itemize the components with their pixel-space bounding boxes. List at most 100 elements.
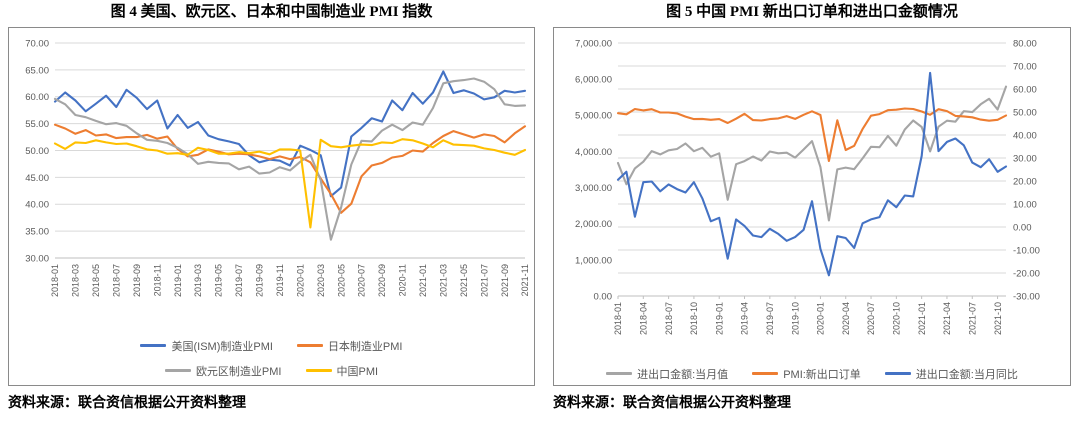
legend-line-swatch: [884, 372, 911, 375]
svg-text:2,000.00: 2,000.00: [575, 219, 612, 230]
svg-text:35.00: 35.00: [25, 227, 49, 238]
svg-text:60.00: 60.00: [25, 92, 49, 103]
legend-label: 美国(ISM)制造业PMI: [171, 340, 273, 353]
svg-text:2019-07: 2019-07: [234, 264, 244, 297]
svg-text:2021-04: 2021-04: [942, 302, 952, 335]
svg-text:-20.00: -20.00: [1013, 268, 1040, 279]
svg-text:20.00: 20.00: [1013, 176, 1037, 187]
svg-text:2020-11: 2020-11: [398, 264, 408, 296]
legend-item: 欧元区制造业PMI: [164, 363, 282, 379]
svg-text:2018-01: 2018-01: [50, 264, 60, 297]
manufacturing-pmi-line-chart: 30.00 35.00 40.00 45.00 50.00 55.00 60.00 65.00…: [25, 38, 530, 297]
legend-line-swatch: [752, 372, 779, 375]
svg-text:2021-11: 2021-11: [520, 264, 530, 296]
svg-text:50.00: 50.00: [25, 146, 49, 157]
svg-text:40.00: 40.00: [1013, 130, 1037, 141]
svg-text:2021-03: 2021-03: [438, 264, 448, 297]
svg-text:2018-07: 2018-07: [664, 302, 674, 335]
svg-text:55.00: 55.00: [25, 119, 49, 130]
legend-item: PMI:新出口订单: [752, 366, 861, 382]
svg-text:10.00: 10.00: [1013, 199, 1037, 210]
figure-4-title: 图 4 美国、欧元区、日本和中国制造业 PMI 指数: [110, 4, 433, 20]
svg-text:2018-03: 2018-03: [71, 264, 81, 297]
legend-line-swatch: [305, 369, 332, 372]
legend-label: 中国PMI: [336, 365, 379, 378]
svg-text:7,000.00: 7,000.00: [575, 38, 612, 49]
figure-4: 图 4 美国、欧元区、日本和中国制造业 PMI 指数 30.00 35.00 40.…: [8, 0, 535, 412]
svg-text:70.00: 70.00: [1013, 61, 1037, 72]
svg-text:-10.00: -10.00: [1013, 245, 1040, 256]
svg-text:2019-07: 2019-07: [765, 302, 775, 335]
legend-label: 日本制造业PMI: [327, 340, 403, 353]
legend-line-swatch: [140, 344, 167, 347]
svg-text:2018-04: 2018-04: [639, 302, 649, 335]
figure-5: 图 5 中国 PMI 新出口订单和进出口金额情况 0.00 1,000.00 2,0…: [553, 0, 1071, 412]
svg-text:5,000.00: 5,000.00: [575, 111, 612, 122]
svg-text:2020-09: 2020-09: [377, 264, 387, 297]
svg-text:80.00: 80.00: [1013, 38, 1037, 49]
svg-text:2021-09: 2021-09: [500, 264, 510, 297]
svg-text:2020-04: 2020-04: [841, 302, 851, 335]
svg-text:2020-07: 2020-07: [357, 264, 367, 297]
svg-text:2019-10: 2019-10: [790, 302, 800, 335]
svg-text:60.00: 60.00: [1013, 84, 1037, 95]
svg-text:4,000.00: 4,000.00: [575, 147, 612, 158]
svg-text:30.00: 30.00: [25, 253, 49, 264]
svg-text:3,000.00: 3,000.00: [575, 183, 612, 194]
svg-text:2018-07: 2018-07: [112, 264, 122, 297]
svg-text:2018-09: 2018-09: [132, 264, 142, 297]
svg-text:50.00: 50.00: [1013, 107, 1037, 118]
svg-text:45.00: 45.00: [25, 173, 49, 184]
svg-text:2019-03: 2019-03: [193, 264, 203, 297]
svg-text:2019-04: 2019-04: [740, 302, 750, 335]
svg-text:2018-10: 2018-10: [689, 302, 699, 335]
svg-text:2018-01: 2018-01: [613, 302, 623, 335]
svg-text:65.00: 65.00: [25, 65, 49, 76]
svg-text:2019-01: 2019-01: [173, 264, 183, 297]
figure-4-chart-box: 30.00 35.00 40.00 45.00 50.00 55.00 60.00 65.00…: [8, 27, 535, 386]
svg-text:70.00: 70.00: [25, 38, 49, 49]
svg-text:0.00: 0.00: [594, 291, 613, 302]
svg-text:2021-10: 2021-10: [993, 302, 1003, 335]
svg-text:2019-01: 2019-01: [714, 302, 724, 335]
svg-text:2019-05: 2019-05: [214, 264, 224, 297]
svg-text:40.00: 40.00: [25, 200, 49, 211]
legend-label: 欧元区制造业PMI: [195, 365, 282, 378]
figure-5-chart-box: 0.00 1,000.00 2,000.00 3,000.00 4,000.00 5,00…: [553, 27, 1071, 386]
svg-text:2020-05: 2020-05: [336, 264, 346, 297]
svg-text:2021-07: 2021-07: [479, 264, 489, 297]
legend-item: 日本制造业PMI: [296, 338, 403, 354]
svg-text:6,000.00: 6,000.00: [575, 75, 612, 86]
legend-line-swatch: [164, 369, 191, 372]
svg-text:2019-11: 2019-11: [275, 264, 285, 296]
svg-text:30.00: 30.00: [1013, 153, 1037, 164]
svg-text:2021-01: 2021-01: [917, 302, 927, 335]
legend-line-swatch: [606, 372, 633, 375]
svg-text:2019-09: 2019-09: [255, 264, 265, 297]
figure-5-title: 图 5 中国 PMI 新出口订单和进出口金额情况: [666, 4, 958, 20]
legend-label: 进出口金额:当月值: [637, 368, 729, 381]
svg-text:2020-01: 2020-01: [295, 264, 305, 297]
legend-line-swatch: [296, 344, 323, 347]
svg-text:-30.00: -30.00: [1013, 291, 1040, 302]
svg-text:2020-01: 2020-01: [816, 302, 826, 335]
legend-label: PMI:新出口订单: [783, 368, 861, 381]
figure-5-legend: 进出口金额:当月值 PMI:新出口订单 进出口金额:当月同比: [554, 361, 1070, 385]
svg-text:2018-11: 2018-11: [152, 264, 162, 296]
svg-text:2021-01: 2021-01: [418, 264, 428, 297]
svg-text:1,000.00: 1,000.00: [575, 255, 612, 266]
svg-text:2021-05: 2021-05: [459, 264, 469, 297]
figure-5-source: 资料来源：联合资信根据公开资料整理: [553, 396, 791, 411]
svg-text:2021-07: 2021-07: [967, 302, 977, 335]
svg-text:2018-05: 2018-05: [91, 264, 101, 297]
figure-4-source: 资料来源：联合资信根据公开资料整理: [8, 396, 246, 411]
china-trade-line-chart: 0.00 1,000.00 2,000.00 3,000.00 4,000.00 5,00…: [575, 38, 1040, 335]
legend-item: 美国(ISM)制造业PMI: [140, 338, 273, 354]
legend-item: 进出口金额:当月值: [606, 366, 728, 382]
legend-item: 进出口金额:当月同比: [884, 366, 1018, 382]
svg-text:2020-07: 2020-07: [866, 302, 876, 335]
svg-text:0.00: 0.00: [1013, 222, 1032, 233]
svg-text:2020-10: 2020-10: [892, 302, 902, 335]
figure-4-legend: 美国(ISM)制造业PMI 日本制造业PMI 欧元区制造业PMI 中国PMI: [9, 333, 534, 383]
